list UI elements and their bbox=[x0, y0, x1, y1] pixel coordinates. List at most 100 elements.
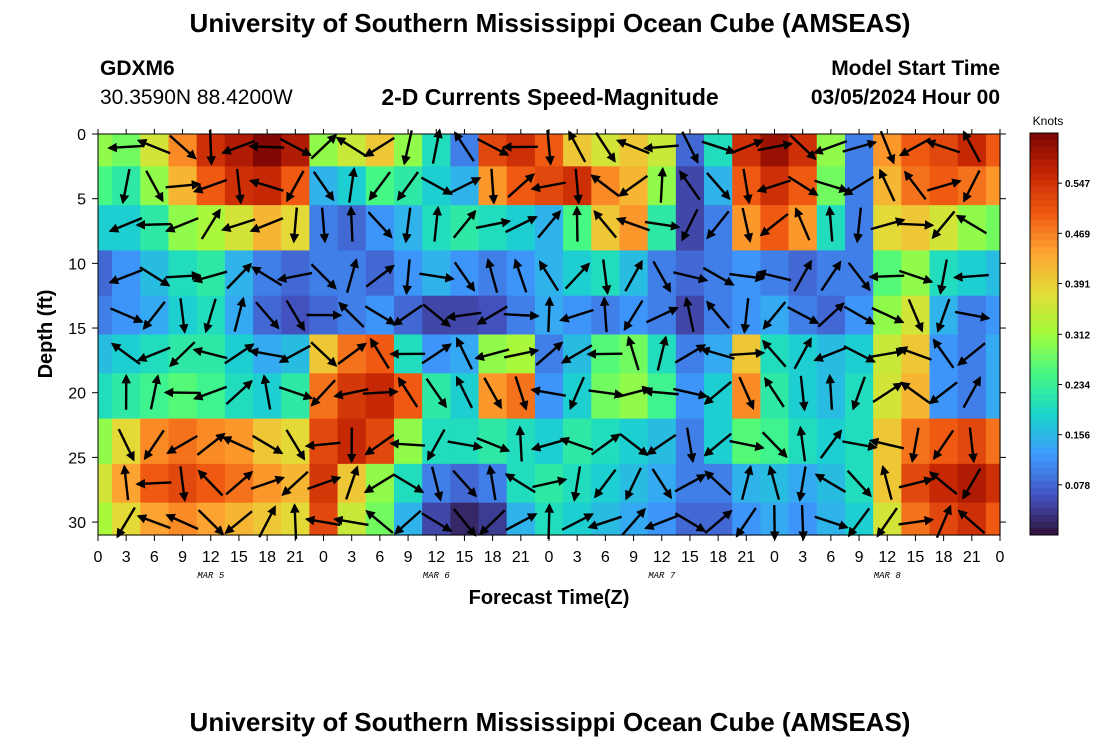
current-arrow bbox=[224, 343, 255, 365]
current-arrow bbox=[149, 374, 161, 410]
current-arrow bbox=[619, 433, 649, 457]
current-arrow bbox=[560, 344, 593, 364]
current-arrow bbox=[537, 210, 562, 239]
heatmap-cell bbox=[985, 166, 1001, 206]
heatmap-cell bbox=[309, 418, 339, 465]
colorbar-swatch bbox=[1030, 334, 1058, 342]
current-arrow bbox=[369, 337, 390, 370]
heatmap-cell bbox=[224, 418, 254, 465]
chart-subtitle: 2-D Currents Speed-Magnitude bbox=[381, 84, 719, 110]
y-tick-label: 20 bbox=[68, 386, 86, 403]
current-vectors bbox=[107, 128, 991, 541]
current-arrow bbox=[452, 209, 477, 239]
current-arrow bbox=[483, 377, 502, 410]
current-arrow bbox=[842, 175, 875, 196]
current-arrow bbox=[333, 515, 369, 527]
current-arrow bbox=[730, 139, 764, 155]
heatmap-cell bbox=[393, 418, 423, 465]
colorbar-swatch bbox=[1030, 367, 1058, 375]
x-tick-label: 0 bbox=[770, 549, 779, 566]
heatmap-cell bbox=[563, 502, 592, 536]
current-arrow bbox=[363, 473, 395, 494]
x-tick-label: 0 bbox=[996, 549, 1005, 566]
current-arrow bbox=[645, 306, 679, 324]
current-arrow bbox=[642, 387, 679, 397]
colorbar-swatch bbox=[1030, 233, 1058, 241]
colorbar-swatch bbox=[1030, 273, 1058, 281]
current-arrow bbox=[789, 134, 817, 160]
colorbar-swatch bbox=[1030, 173, 1058, 181]
colorbar-swatch bbox=[1030, 213, 1058, 221]
current-arrow bbox=[402, 259, 412, 296]
current-arrow bbox=[348, 167, 358, 203]
current-arrow bbox=[870, 217, 906, 231]
current-arrow bbox=[530, 181, 566, 193]
current-arrow bbox=[935, 298, 951, 333]
y-axis-label: Depth (ft) bbox=[35, 290, 57, 379]
heatmap-cell bbox=[873, 373, 902, 420]
current-arrow bbox=[963, 170, 981, 203]
heatmap-cell bbox=[365, 250, 395, 297]
current-arrow bbox=[851, 376, 866, 411]
current-arrow bbox=[445, 311, 482, 322]
heatmap-cell bbox=[506, 134, 536, 167]
colorbar-swatch bbox=[1030, 253, 1058, 261]
x-tick-label: 12 bbox=[202, 549, 220, 566]
colorbar-tick-label: 0.234 bbox=[1065, 380, 1090, 391]
current-arrow bbox=[169, 341, 196, 368]
current-arrow bbox=[702, 266, 735, 286]
colorbar-swatch bbox=[1030, 347, 1058, 355]
current-arrow bbox=[706, 172, 731, 201]
colorbar-swatch bbox=[1030, 153, 1058, 161]
current-arrow bbox=[706, 210, 730, 240]
heatmap-cell bbox=[112, 502, 141, 536]
heatmap-cell bbox=[281, 418, 311, 465]
current-arrow bbox=[396, 171, 420, 202]
y-tick-label: 25 bbox=[68, 450, 86, 467]
x-tick-label: 12 bbox=[878, 549, 896, 566]
current-arrow bbox=[935, 504, 952, 539]
heatmap-cell bbox=[985, 250, 1001, 297]
current-arrow bbox=[586, 349, 623, 359]
current-arrow bbox=[335, 136, 367, 158]
colorbar-swatch bbox=[1030, 441, 1058, 449]
colorbar-swatch bbox=[1030, 340, 1058, 348]
heatmap-cell bbox=[534, 250, 564, 297]
x-tick-label: 3 bbox=[798, 549, 807, 566]
current-arrow bbox=[365, 509, 394, 534]
current-arrow bbox=[796, 466, 807, 502]
current-arrow bbox=[426, 429, 446, 461]
current-arrow bbox=[932, 338, 955, 369]
current-arrow bbox=[764, 376, 785, 408]
current-arrow bbox=[503, 347, 540, 359]
heatmap-cell bbox=[224, 373, 254, 420]
heatmap-cell bbox=[253, 418, 282, 465]
current-arrow bbox=[817, 302, 845, 328]
current-arrow bbox=[825, 373, 836, 410]
heatmap-cell bbox=[478, 134, 508, 167]
current-arrow bbox=[393, 509, 422, 535]
current-arrow bbox=[798, 375, 809, 412]
current-arrow bbox=[505, 215, 538, 234]
current-arrow bbox=[362, 387, 399, 397]
current-arrow bbox=[337, 342, 367, 365]
colorbar-swatch bbox=[1030, 468, 1058, 476]
current-arrow bbox=[544, 503, 555, 540]
heatmap-cell bbox=[760, 418, 790, 465]
current-arrow bbox=[419, 272, 455, 283]
x-tick-label: 6 bbox=[601, 549, 610, 566]
current-arrow bbox=[249, 178, 284, 192]
current-arrow bbox=[346, 205, 357, 242]
x-tick-label: 18 bbox=[258, 549, 276, 566]
y-axis: 0 5 10 15 20 25 30 bbox=[68, 127, 1006, 532]
current-arrow bbox=[564, 262, 591, 290]
current-arrow bbox=[431, 128, 443, 164]
x-tick-label: 9 bbox=[855, 549, 864, 566]
x-tick-label: 6 bbox=[375, 549, 384, 566]
x-tick-label: 3 bbox=[573, 549, 582, 566]
heatmap-cell bbox=[393, 373, 423, 420]
heatmap-cell bbox=[112, 134, 141, 167]
x-tick-label: 15 bbox=[681, 549, 699, 566]
colorbar-swatch bbox=[1030, 320, 1058, 328]
current-arrow bbox=[289, 207, 300, 244]
